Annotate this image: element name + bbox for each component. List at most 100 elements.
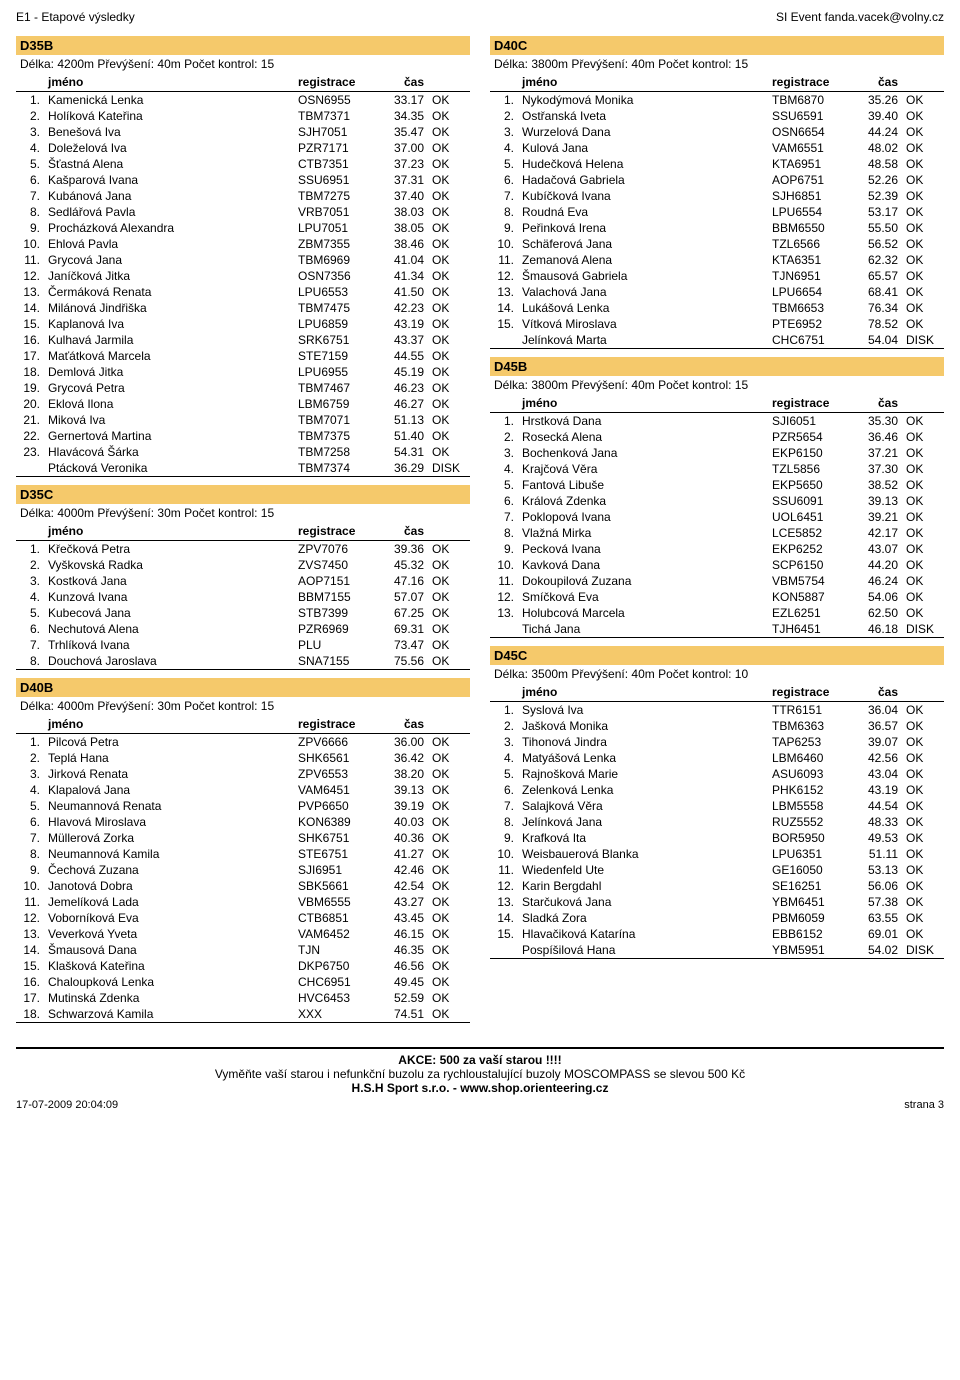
time-cell: 51.40 bbox=[378, 428, 428, 444]
col-header bbox=[428, 522, 470, 541]
name-cell: Kunzová Ivana bbox=[44, 589, 294, 605]
time-cell: 39.36 bbox=[378, 541, 428, 558]
status-cell: OK bbox=[428, 894, 470, 910]
reg-cell: SHK6751 bbox=[294, 830, 378, 846]
rank-cell: 5. bbox=[16, 156, 44, 172]
col-header bbox=[428, 715, 470, 734]
reg-cell: SNA7155 bbox=[294, 653, 378, 670]
rank-cell: 6. bbox=[16, 172, 44, 188]
status-cell: OK bbox=[902, 894, 944, 910]
table-row: 1.Křečková PetraZPV707639.36OK bbox=[16, 541, 470, 558]
category-subtitle: Délka: 3500m Převýšení: 40m Počet kontro… bbox=[490, 665, 944, 683]
time-cell: 76.34 bbox=[852, 300, 902, 316]
rank-cell: 5. bbox=[490, 766, 518, 782]
rank-cell: 10. bbox=[490, 557, 518, 573]
category-block: D40BDélka: 4000m Převýšení: 30m Počet ko… bbox=[16, 678, 470, 1023]
status-cell: OK bbox=[902, 734, 944, 750]
status-cell: OK bbox=[428, 380, 470, 396]
reg-cell: TJH6451 bbox=[768, 621, 852, 638]
status-cell: OK bbox=[902, 477, 944, 493]
rank-cell: 15. bbox=[490, 926, 518, 942]
status-cell: OK bbox=[428, 974, 470, 990]
time-cell: 42.46 bbox=[378, 862, 428, 878]
status-cell: OK bbox=[902, 284, 944, 300]
time-cell: 43.07 bbox=[852, 541, 902, 557]
table-row: 17.Maťátková MarcelaSTE715944.55OK bbox=[16, 348, 470, 364]
reg-cell: LBM5558 bbox=[768, 798, 852, 814]
name-cell: Kubecová Jana bbox=[44, 605, 294, 621]
reg-cell: TBM7258 bbox=[294, 444, 378, 460]
table-row: 21.Miková IvaTBM707151.13OK bbox=[16, 412, 470, 428]
name-cell: Šťastná Alena bbox=[44, 156, 294, 172]
status-cell: OK bbox=[902, 750, 944, 766]
name-cell: Peřinková Irena bbox=[518, 220, 768, 236]
status-cell: OK bbox=[428, 204, 470, 220]
reg-cell: LPU6859 bbox=[294, 316, 378, 332]
time-cell: 45.19 bbox=[378, 364, 428, 380]
time-cell: 39.07 bbox=[852, 734, 902, 750]
rank-cell: 3. bbox=[490, 445, 518, 461]
rank-cell: 15. bbox=[490, 316, 518, 332]
table-row: 12.Karin BergdahlSE1625156.06OK bbox=[490, 878, 944, 894]
table-row: 3.Bochenková JanaEKP615037.21OK bbox=[490, 445, 944, 461]
rank-cell: 23. bbox=[16, 444, 44, 460]
status-cell: OK bbox=[428, 942, 470, 958]
status-cell: OK bbox=[428, 428, 470, 444]
status-cell: OK bbox=[428, 782, 470, 798]
table-row: 7.Poklopová IvanaUOL645139.21OK bbox=[490, 509, 944, 525]
name-cell: Neumannová Renata bbox=[44, 798, 294, 814]
name-cell: Kavková Dana bbox=[518, 557, 768, 573]
time-cell: 74.51 bbox=[378, 1006, 428, 1023]
name-cell: Sedlářová Pavla bbox=[44, 204, 294, 220]
status-cell: OK bbox=[428, 926, 470, 942]
status-cell: OK bbox=[428, 396, 470, 412]
table-row: 1.Pilcová PetraZPV666636.00OK bbox=[16, 734, 470, 751]
reg-cell: OSN6955 bbox=[294, 92, 378, 109]
name-cell: Vítková Miroslava bbox=[518, 316, 768, 332]
table-row: 6.Hadačová GabrielaAOP675152.26OK bbox=[490, 172, 944, 188]
rank-cell: 6. bbox=[16, 814, 44, 830]
time-cell: 36.04 bbox=[852, 702, 902, 719]
rank-cell: 17. bbox=[16, 990, 44, 1006]
time-cell: 41.27 bbox=[378, 846, 428, 862]
status-cell: DISK bbox=[902, 332, 944, 349]
table-row: Ptácková VeronikaTBM737436.29DISK bbox=[16, 460, 470, 477]
status-cell: OK bbox=[902, 718, 944, 734]
results-table: jménoregistracečas1.Syslová IvaTTR615136… bbox=[490, 683, 944, 959]
status-cell: OK bbox=[428, 589, 470, 605]
col-header bbox=[490, 394, 518, 413]
page-foot: 17-07-2009 20:04:09 strana 3 bbox=[0, 1097, 960, 1119]
status-cell: OK bbox=[428, 846, 470, 862]
table-row: 8.Jelínková JanaRUZ555248.33OK bbox=[490, 814, 944, 830]
name-cell: Nechutová Alena bbox=[44, 621, 294, 637]
status-cell: OK bbox=[902, 702, 944, 719]
rank-cell: 6. bbox=[490, 782, 518, 798]
time-cell: 34.35 bbox=[378, 108, 428, 124]
status-cell: OK bbox=[428, 1006, 470, 1023]
category-block: D35BDélka: 4200m Převýšení: 40m Počet ko… bbox=[16, 36, 470, 477]
reg-cell: YBM6451 bbox=[768, 894, 852, 910]
rank-cell: 10. bbox=[490, 236, 518, 252]
reg-cell: VAM6451 bbox=[294, 782, 378, 798]
time-cell: 48.58 bbox=[852, 156, 902, 172]
reg-cell: LPU6554 bbox=[768, 204, 852, 220]
rank-cell: 2. bbox=[490, 429, 518, 445]
table-row: 12.Janíčková JitkaOSN735641.34OK bbox=[16, 268, 470, 284]
time-cell: 69.31 bbox=[378, 621, 428, 637]
name-cell: Demlová Jitka bbox=[44, 364, 294, 380]
reg-cell: AOP6751 bbox=[768, 172, 852, 188]
table-row: 23.Hlavácová ŠárkaTBM725854.31OK bbox=[16, 444, 470, 460]
col-header bbox=[16, 522, 44, 541]
time-cell: 62.32 bbox=[852, 252, 902, 268]
table-row: 8.Neumannová KamilaSTE675141.27OK bbox=[16, 846, 470, 862]
status-cell: OK bbox=[902, 862, 944, 878]
status-cell: OK bbox=[428, 252, 470, 268]
time-cell: 36.46 bbox=[852, 429, 902, 445]
reg-cell: LPU7051 bbox=[294, 220, 378, 236]
name-cell: Doleželová Iva bbox=[44, 140, 294, 156]
table-row: 12.Smíčková EvaKON588754.06OK bbox=[490, 589, 944, 605]
time-cell: 52.26 bbox=[852, 172, 902, 188]
table-row: 14.Milánová JindřiškaTBM747542.23OK bbox=[16, 300, 470, 316]
time-cell: 37.00 bbox=[378, 140, 428, 156]
name-cell: Kulová Jana bbox=[518, 140, 768, 156]
